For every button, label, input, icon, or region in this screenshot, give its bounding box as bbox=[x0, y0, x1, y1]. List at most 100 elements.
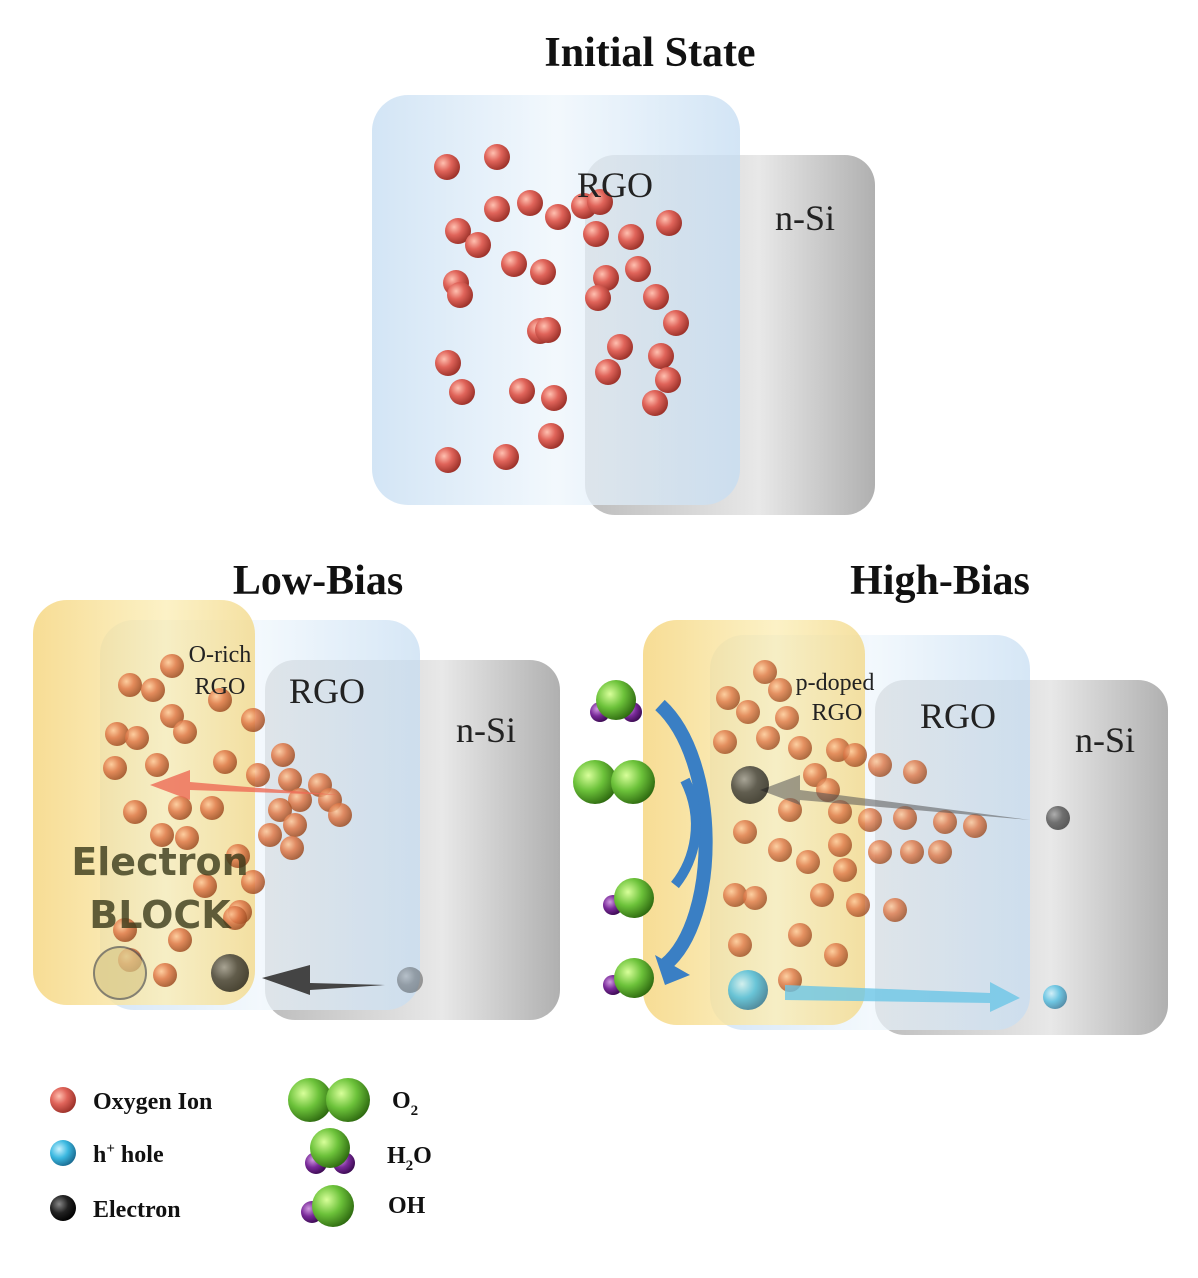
oxygen-ion-sphere bbox=[828, 800, 852, 824]
oxygen-ion-sphere bbox=[445, 218, 471, 244]
oxygen-ion-sphere bbox=[868, 753, 892, 777]
oxygen-ion-sphere bbox=[768, 678, 792, 702]
oxygen-ion-sphere bbox=[493, 444, 519, 470]
oxygen-ion-sphere bbox=[733, 820, 757, 844]
p-doped-label: RGO bbox=[812, 700, 863, 726]
n-si-label: n-Si bbox=[1075, 720, 1135, 760]
oxygen-ion-sphere bbox=[258, 823, 282, 847]
legend-hole: h+ hole bbox=[93, 1141, 164, 1168]
oxygen-ion-sphere bbox=[883, 898, 907, 922]
electron-arrow bbox=[262, 965, 385, 995]
oxygen-ion-sphere bbox=[434, 154, 460, 180]
oxygen-ion-sphere bbox=[103, 756, 127, 780]
oxygen-ion-sphere bbox=[175, 826, 199, 850]
oxygen-ion-sphere bbox=[736, 700, 760, 724]
legend-oh: OH bbox=[388, 1193, 426, 1219]
p-doped-label: p-doped bbox=[796, 670, 875, 696]
oxygen-ion-sphere bbox=[168, 928, 192, 952]
hole-swatch bbox=[50, 1140, 76, 1166]
oxygen-ion-sphere bbox=[160, 654, 184, 678]
low-bias-panel: Low-Bias Electron BLOCK O-rich RGO RGO n… bbox=[33, 558, 560, 1020]
electron-block-label: Electron bbox=[71, 840, 248, 884]
rgo-label: RGO bbox=[577, 165, 653, 205]
hole-arrow bbox=[785, 982, 1020, 1012]
oxygen-ion-sphere bbox=[328, 803, 352, 827]
n-si-label: n-Si bbox=[775, 198, 835, 238]
oxygen-ion-sphere bbox=[517, 190, 543, 216]
o2-swatch bbox=[288, 1078, 370, 1122]
oxygen-ion-sphere bbox=[145, 753, 169, 777]
oxygen-ion-sphere bbox=[585, 285, 611, 311]
oxygen-ion-sphere bbox=[618, 224, 644, 250]
oxygen-ion-sphere bbox=[858, 808, 882, 832]
reaction-arrow-head bbox=[655, 955, 690, 985]
oxygen-ion-sphere bbox=[716, 686, 740, 710]
oxygen-ion-sphere bbox=[928, 840, 952, 864]
oxygen-ion-sphere bbox=[241, 708, 265, 732]
oxygen-ion-sphere bbox=[200, 796, 224, 820]
oxygen-ion-sphere bbox=[868, 840, 892, 864]
oxygen-ion-sphere bbox=[788, 736, 812, 760]
oxygen-ion-sphere bbox=[713, 730, 737, 754]
oxygen-ion-sphere bbox=[226, 844, 250, 868]
oxygen-ion-sphere bbox=[538, 423, 564, 449]
initial-state-title: Initial State bbox=[544, 30, 755, 76]
oxygen-ion-sphere bbox=[484, 196, 510, 222]
oxygen-ion-sphere bbox=[246, 763, 270, 787]
oxygen-ion-sphere bbox=[541, 385, 567, 411]
high-bias-panel: High-Bias p-doped RGO RGO n-Si bbox=[573, 558, 1168, 1035]
oh-molecule bbox=[603, 878, 654, 918]
oxygen-ion-sphere bbox=[768, 838, 792, 862]
oxygen-ion-sphere bbox=[141, 678, 165, 702]
oxygen-ion-sphere bbox=[756, 726, 780, 750]
oxygen-ion-sphere bbox=[753, 660, 777, 684]
legend-h2o: H2O bbox=[387, 1143, 432, 1174]
oxygen-ion-sphere bbox=[663, 310, 689, 336]
oxygen-ion-sphere bbox=[593, 265, 619, 291]
legend: Oxygen Ion h+ hole Electron O2 H2O OH bbox=[50, 1078, 432, 1227]
oxygen-ion-sphere bbox=[893, 806, 917, 830]
oxygen-ion-sphere bbox=[583, 221, 609, 247]
oxygen-ion-sphere bbox=[271, 743, 295, 767]
o-rich-rgo-layer bbox=[33, 600, 255, 1005]
oxygen-ion-sphere bbox=[643, 284, 669, 310]
oxygen-ion-sphere bbox=[788, 923, 812, 947]
oxygen-ion-sphere bbox=[447, 282, 473, 308]
hole-sphere bbox=[1043, 985, 1067, 1009]
oxygen-ion-sphere bbox=[535, 317, 561, 343]
oxygen-ion-arrow bbox=[150, 770, 340, 800]
oxygen-ion-sphere bbox=[113, 918, 137, 942]
oxygen-ion-sphere bbox=[843, 743, 867, 767]
initial-state-panel: Initial State RGO n-Si bbox=[372, 30, 875, 515]
oxygen-ion-sphere bbox=[168, 796, 192, 820]
legend-electron: Electron bbox=[93, 1197, 181, 1223]
oxygen-ion-sphere bbox=[268, 798, 292, 822]
oxygen-ion-sphere bbox=[160, 704, 184, 728]
n-si-label: n-Si bbox=[456, 710, 516, 750]
oxygen-ion-sphere bbox=[846, 893, 870, 917]
oxygen-ion-sphere bbox=[655, 367, 681, 393]
oxygen-ion-sphere bbox=[223, 906, 247, 930]
oxygen-ion-sphere bbox=[933, 810, 957, 834]
oxygen-ion-sphere bbox=[288, 788, 312, 812]
oxygen-ion-sphere bbox=[963, 814, 987, 838]
oxygen-ion-sphere bbox=[105, 722, 129, 746]
blocked-electron-sphere bbox=[93, 946, 147, 1000]
reaction-arrow bbox=[655, 699, 713, 971]
oxygen-ion-sphere bbox=[796, 850, 820, 874]
oxygen-ion-sphere bbox=[193, 874, 217, 898]
oxygen-ion-swatch bbox=[50, 1087, 76, 1113]
oxygen-ion-sphere bbox=[278, 768, 302, 792]
oxygen-ion-sphere bbox=[833, 858, 857, 882]
oxygen-ion-sphere bbox=[118, 673, 142, 697]
oxygen-ion-sphere bbox=[280, 836, 304, 860]
legend-o2: O2 bbox=[392, 1088, 418, 1119]
oxygen-ion-sphere bbox=[153, 963, 177, 987]
oxygen-ion-sphere bbox=[501, 251, 527, 277]
oxygen-ion-sphere bbox=[625, 256, 651, 282]
oxygen-ion-sphere bbox=[173, 720, 197, 744]
electron-sphere bbox=[397, 967, 423, 993]
oxygen-ion-sphere bbox=[509, 378, 535, 404]
oxygen-ion-sphere bbox=[824, 943, 848, 967]
